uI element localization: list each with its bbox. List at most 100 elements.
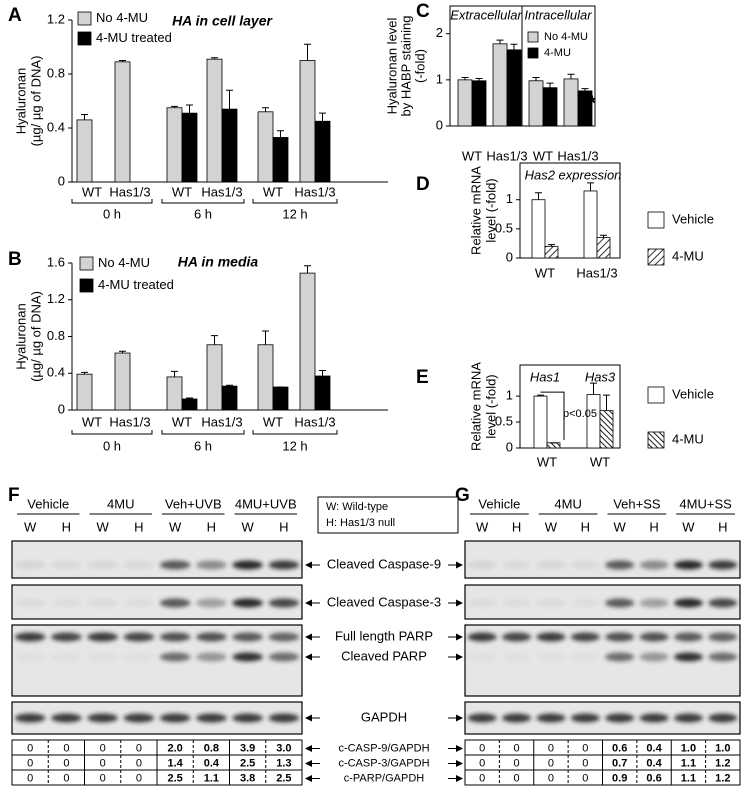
blot-legend-label: W: Wild-type (326, 501, 388, 513)
bar (471, 80, 487, 127)
blot-band (674, 598, 703, 608)
treatment-label: Veh+SS (613, 496, 661, 511)
lane-label: W (682, 519, 695, 534)
blot-band (14, 713, 46, 723)
bar (563, 78, 579, 127)
treatment-label: 4MU+SS (679, 496, 732, 511)
blot-band (159, 598, 191, 608)
bar (181, 112, 198, 183)
y-axis-label: Relative mRNA (468, 166, 483, 255)
error-bar (171, 105, 178, 108)
y-tick-label: 2 (436, 25, 443, 40)
blot-band (639, 560, 669, 570)
lane-label: W (24, 519, 37, 534)
blot-band (674, 560, 703, 570)
table-cell: 0 (514, 772, 520, 784)
table-cell: 0.8 (204, 742, 219, 754)
table-cell: 2.5 (167, 772, 182, 784)
blot-band (708, 652, 738, 662)
table-cell: 0.6 (646, 772, 661, 784)
x-tick-label: WT (462, 148, 482, 163)
bar (542, 87, 558, 127)
legend-swatch (647, 431, 665, 449)
panel-letter: F (8, 485, 20, 506)
error-bar (171, 370, 178, 377)
y-tick-label: 1 (436, 71, 443, 86)
x-tick-label: WT (82, 184, 102, 199)
bar (181, 398, 198, 411)
blot-band (196, 713, 227, 723)
error-bar (186, 104, 193, 114)
table-cell: 0 (479, 757, 485, 769)
blot-band (51, 653, 81, 662)
group-label: 6 h (194, 206, 212, 221)
blot-band (536, 598, 566, 608)
x-tick-label: WT (172, 184, 192, 199)
error-bar (461, 77, 469, 80)
x-tick-label: Has1/3 (557, 148, 598, 163)
lane-label: W (545, 519, 558, 534)
y-axis-label: Hyaluronan (13, 303, 28, 370)
table-cell: 2.0 (167, 742, 182, 754)
error-bar (319, 112, 326, 122)
bar (533, 395, 548, 449)
group-bracket (252, 430, 338, 435)
lane-label: H (512, 519, 521, 534)
blot-band (232, 598, 263, 608)
table-cell: 2.5 (240, 757, 255, 769)
table-cell: 3.8 (240, 772, 255, 784)
blot-strip (11, 540, 303, 579)
y-axis-label: level (-fold) (483, 374, 498, 438)
y-tick-label: 1 (506, 388, 513, 403)
group-bracket (71, 199, 153, 204)
blot-band (268, 713, 300, 723)
table-cell: 1.4 (167, 757, 183, 769)
table-cell: 2.5 (276, 772, 291, 784)
legend-label: 4-MU (672, 431, 704, 446)
treatment-label: Vehicle (478, 496, 520, 511)
error-bar (226, 384, 233, 387)
blot-band (196, 632, 227, 642)
error-bar (304, 43, 311, 61)
y-tick-label: 1 (506, 191, 513, 206)
legend-swatch (647, 211, 665, 229)
bar (166, 107, 183, 183)
bar (206, 58, 223, 183)
x-tick-label: WT (82, 414, 102, 429)
x-tick-label: WT (590, 454, 610, 469)
y-axis-label: Hyaluronan level (384, 17, 399, 114)
y-axis-label: (µg/ µg of DNA) (28, 56, 43, 147)
table-cell: 0.4 (646, 742, 662, 754)
group-label: 0 h (103, 438, 121, 453)
bar (206, 344, 223, 411)
treatment-label: 4MU (107, 496, 134, 511)
blot-band (570, 713, 600, 723)
table-cell: 0 (582, 772, 588, 784)
blot-band (159, 652, 191, 662)
table-cell: 0 (514, 742, 520, 754)
blot-band (51, 560, 82, 570)
blot-strip (464, 540, 741, 579)
group-bracket (71, 430, 153, 435)
annotation: p<0.05 (563, 408, 597, 420)
treatment-label: 4MU (554, 496, 581, 511)
group-bracket (161, 430, 245, 435)
table-cell: 1.1 (204, 772, 219, 784)
error-bar (119, 60, 126, 62)
table-cell: 0.6 (612, 742, 627, 754)
y-tick-label: 1.2 (47, 11, 65, 26)
bar (528, 80, 544, 127)
y-axis-label: (µg/ µg of DNA) (28, 291, 43, 382)
lane-label: H (207, 519, 216, 534)
lane-label: H (649, 519, 658, 534)
table-cell: 0 (514, 757, 520, 769)
bar (257, 344, 274, 411)
lane-label: W (169, 519, 182, 534)
y-tick-label: 0.8 (47, 328, 65, 343)
table-cell: 0 (100, 742, 106, 754)
lane-label: H (134, 519, 143, 534)
bar (272, 386, 289, 411)
error-bar (600, 234, 607, 238)
blot-band (502, 632, 531, 642)
